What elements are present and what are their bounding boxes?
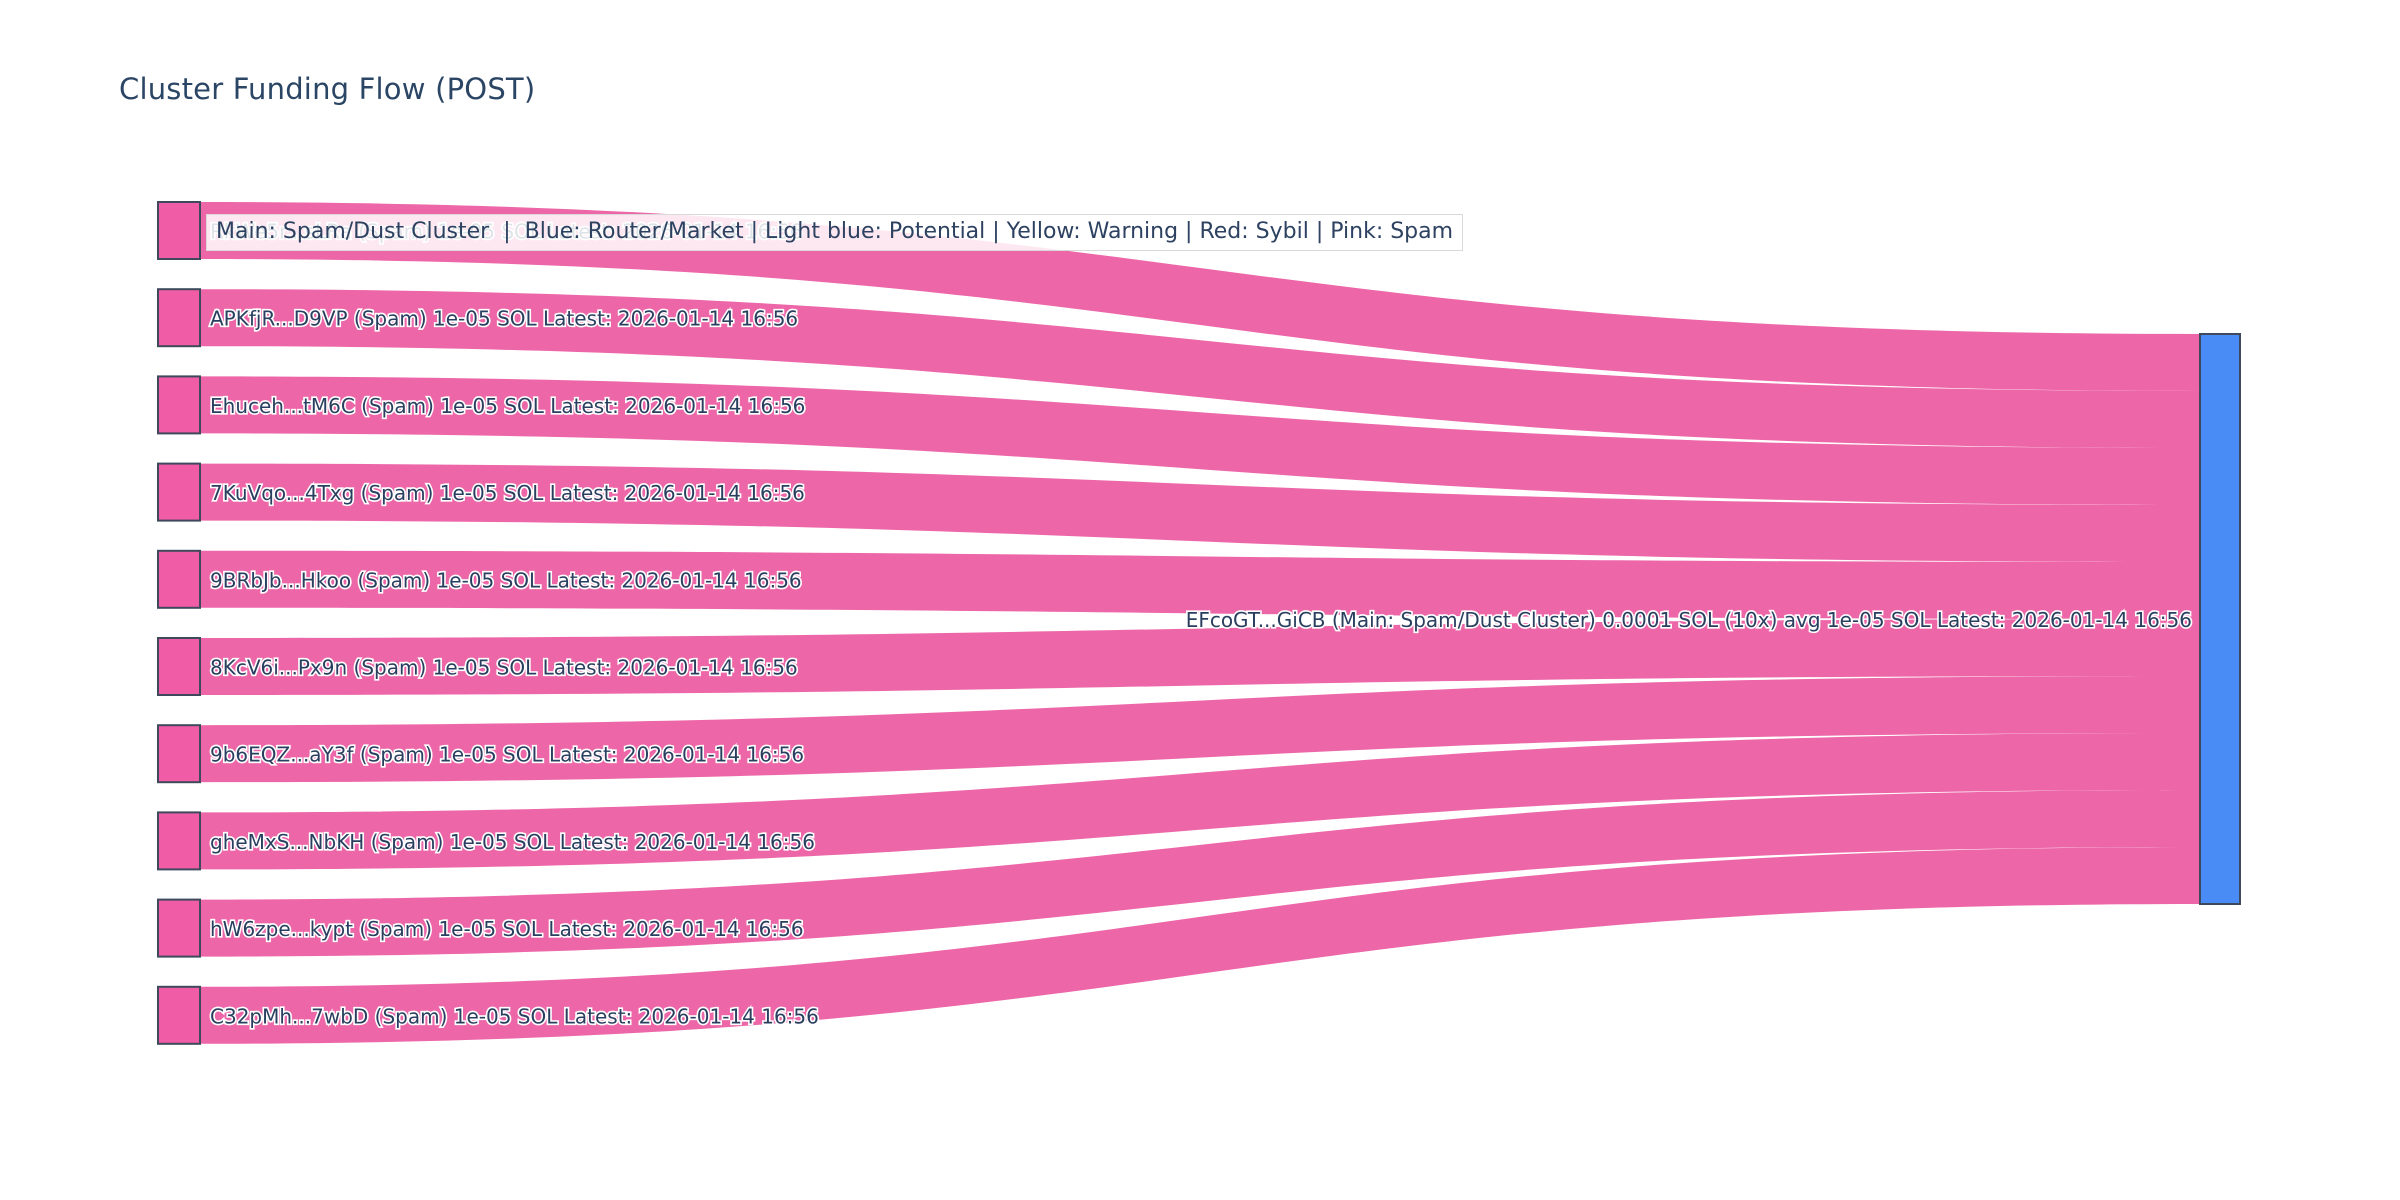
- chart-title: Cluster Funding Flow (POST): [119, 72, 536, 106]
- source-node[interactable]: [157, 462, 201, 522]
- target-node-label: EFcoGT...GiCB (Main: Spam/Dust Cluster) …: [1186, 608, 2192, 632]
- target-node[interactable]: [2199, 333, 2241, 905]
- source-node-label: 7KuVqo...4Txg (Spam) 1e-05 SOL Latest: 2…: [210, 481, 805, 505]
- source-node-label: 8KcV6i...Px9n (Spam) 1e-05 SOL Latest: 2…: [210, 656, 798, 680]
- source-node[interactable]: [157, 201, 201, 260]
- sankey-link[interactable]: [200, 463, 2200, 562]
- source-node[interactable]: [157, 549, 201, 609]
- source-node-label: 9b6EQZ...aY3f (Spam) 1e-05 SOL Latest: 2…: [210, 743, 804, 767]
- source-node[interactable]: [157, 288, 201, 348]
- source-node-label: C32pMh...7wbD (Spam) 1e-05 SOL Latest: 2…: [210, 1004, 819, 1028]
- sankey-link[interactable]: [200, 376, 2200, 505]
- sankey-link[interactable]: [200, 790, 2200, 957]
- sankey-link[interactable]: [200, 676, 2200, 783]
- source-node[interactable]: [157, 637, 201, 696]
- source-node[interactable]: [157, 724, 201, 784]
- sankey-link[interactable]: [200, 847, 2200, 1044]
- source-node-label: 9BRbJb...Hkoo (Spam) 1e-05 SOL Latest: 2…: [210, 568, 802, 592]
- source-node[interactable]: [157, 985, 201, 1045]
- sankey-link[interactable]: [200, 289, 2200, 448]
- sankey-link[interactable]: [200, 733, 2200, 870]
- source-node-label: hW6zpe...kypt (Spam) 1e-05 SOL Latest: 2…: [210, 917, 804, 941]
- source-node[interactable]: [157, 375, 201, 435]
- sankey-link[interactable]: [200, 619, 2200, 695]
- source-node-label: Ehuceh...tM6C (Spam) 1e-05 SOL Latest: 2…: [210, 394, 805, 418]
- sankey-link[interactable]: [200, 550, 2200, 619]
- legend-annotation: Main: Spam/Dust Cluster | Blue: Router/M…: [206, 214, 1464, 251]
- source-node-label: APKfjR...D9VP (Spam) 1e-05 SOL Latest: 2…: [210, 307, 798, 331]
- source-node[interactable]: [157, 811, 201, 871]
- source-node-label: gheMxS...NbKH (Spam) 1e-05 SOL Latest: 2…: [210, 830, 815, 854]
- source-node[interactable]: [157, 898, 201, 958]
